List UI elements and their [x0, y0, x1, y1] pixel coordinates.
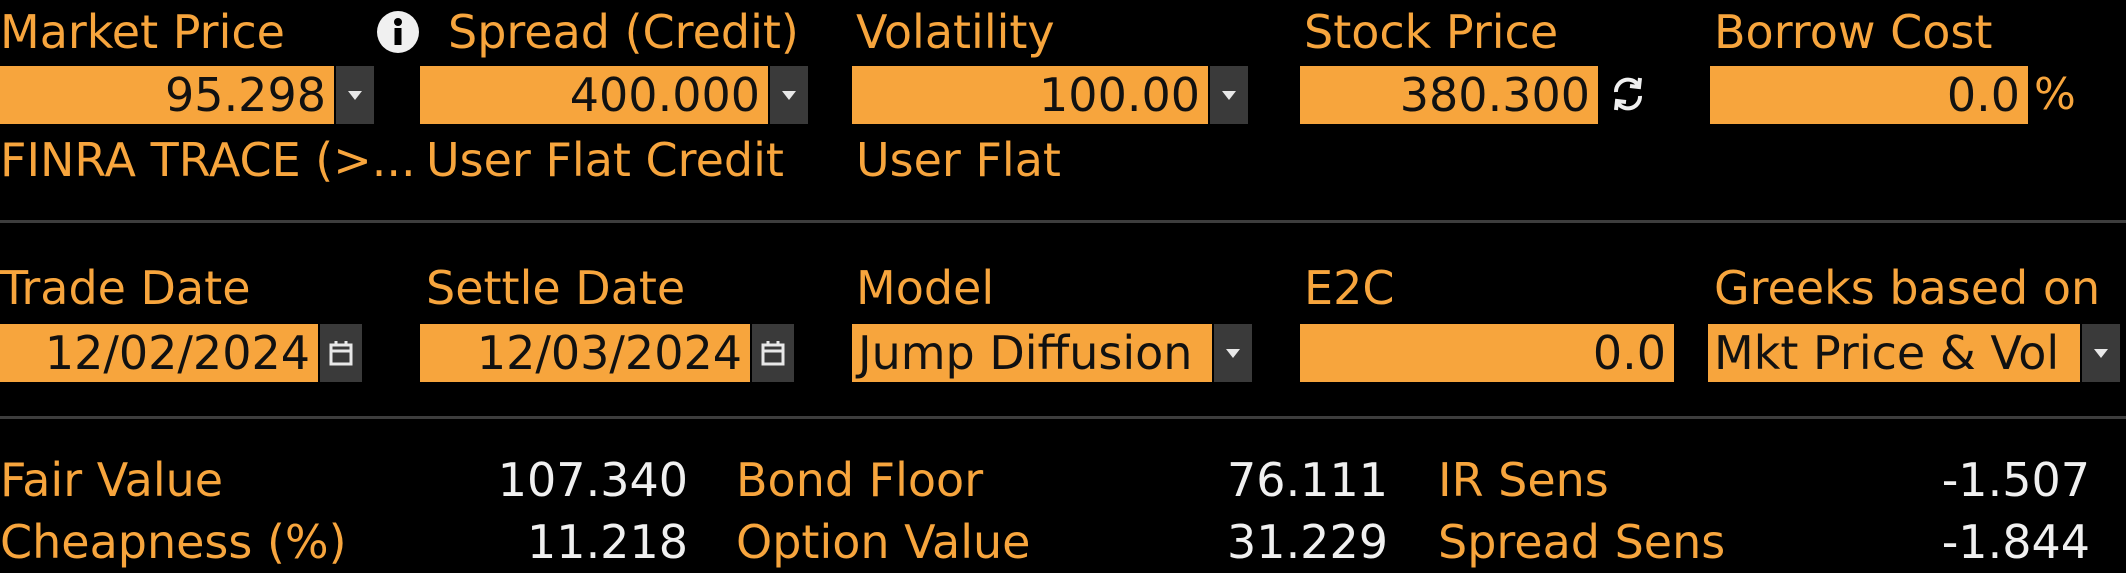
market-price-field[interactable]: 95.298	[0, 66, 334, 124]
stock-price-label: Stock Price	[1304, 5, 1559, 59]
spread-sens-value: -1.844	[1941, 515, 2090, 569]
percent-unit: %	[2034, 69, 2076, 120]
market-price-source: FINRA TRACE (>...	[0, 133, 416, 187]
borrow-cost-field[interactable]: 0.0	[1710, 66, 2028, 124]
chevron-down-icon[interactable]	[1214, 324, 1252, 382]
divider	[0, 220, 2126, 223]
calendar-icon[interactable]	[752, 324, 794, 382]
option-value-label: Option Value	[736, 515, 1031, 569]
calendar-icon[interactable]	[320, 324, 362, 382]
greeks-label: Greeks based on	[1714, 261, 2101, 315]
divider	[0, 416, 2126, 419]
volatility-label: Volatility	[856, 5, 1055, 59]
e2c-field[interactable]: 0.0	[1300, 324, 1674, 382]
info-icon[interactable]	[376, 10, 420, 54]
fair-value-label: Fair Value	[0, 453, 224, 507]
trade-date-label: Trade Date	[0, 261, 251, 315]
settle-date-label: Settle Date	[426, 261, 686, 315]
bond-floor-label: Bond Floor	[736, 453, 984, 507]
ir-sens-value: -1.507	[1941, 453, 2090, 507]
option-value-value: 31.229	[1227, 515, 1388, 569]
cheapness-label: Cheapness (%)	[0, 515, 347, 569]
spread-source: User Flat Credit	[426, 133, 784, 187]
spread-label: Spread (Credit)	[448, 5, 799, 59]
volatility-source: User Flat	[856, 133, 1061, 187]
settle-date-field[interactable]: 12/03/2024	[420, 324, 750, 382]
ir-sens-label: IR Sens	[1438, 453, 1609, 507]
refresh-icon[interactable]	[1608, 74, 1648, 114]
spread-field[interactable]: 400.000	[420, 66, 768, 124]
model-select[interactable]: Jump Diffusion	[852, 324, 1212, 382]
greeks-select[interactable]: Mkt Price & Vol	[1708, 324, 2080, 382]
bond-floor-value: 76.111	[1227, 453, 1388, 507]
cheapness-value: 11.218	[527, 515, 688, 569]
chevron-down-icon[interactable]	[770, 66, 808, 124]
market-price-label: Market Price	[0, 5, 285, 59]
volatility-field[interactable]: 100.00	[852, 66, 1208, 124]
fair-value-value: 107.340	[497, 453, 688, 507]
chevron-down-icon[interactable]	[1210, 66, 1248, 124]
trade-date-field[interactable]: 12/02/2024	[0, 324, 318, 382]
model-label: Model	[856, 261, 995, 315]
chevron-down-icon[interactable]	[2082, 324, 2120, 382]
e2c-label: E2C	[1304, 261, 1395, 315]
chevron-down-icon[interactable]	[336, 66, 374, 124]
stock-price-field[interactable]: 380.300	[1300, 66, 1598, 124]
borrow-cost-label: Borrow Cost	[1714, 5, 1993, 59]
spread-sens-label: Spread Sens	[1438, 515, 1726, 569]
